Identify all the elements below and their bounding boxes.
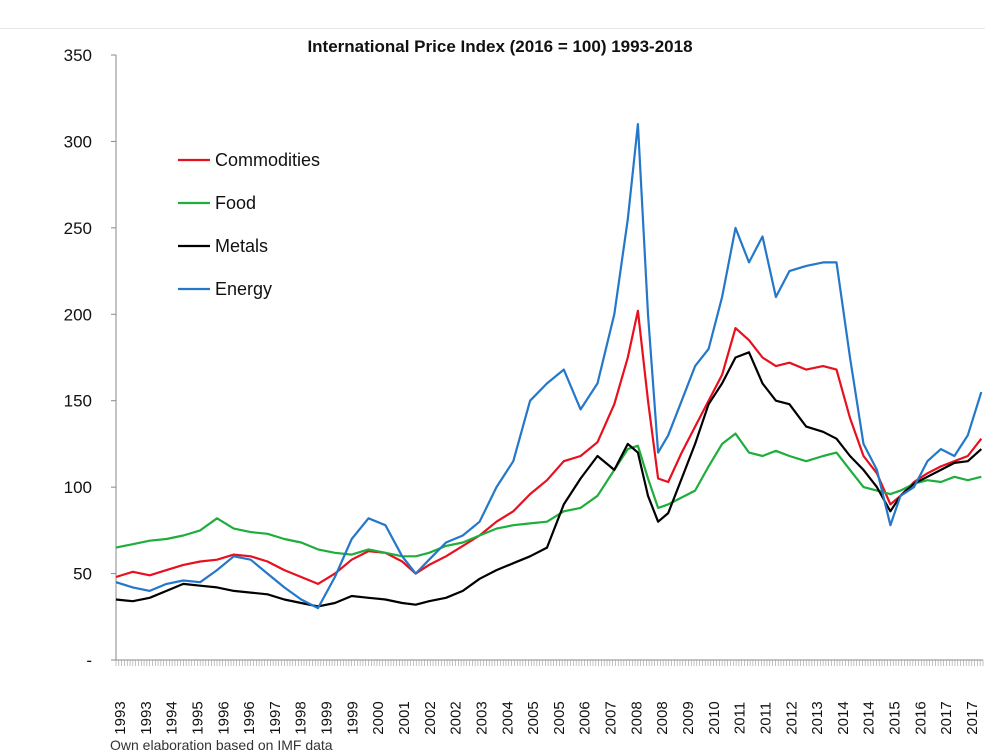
- x-axis: 1993 1993 1994 1995 1996 1996 1997 1998 1999 1999…: [112, 659, 984, 735]
- x-tick-label: 2013: [809, 701, 826, 734]
- legend: Commodities Food Metals Energy: [178, 150, 320, 299]
- x-tick-label: 1996: [241, 701, 258, 734]
- series-line-commodities: [115, 309, 983, 585]
- x-tick-label: 2000: [370, 701, 387, 734]
- x-tick-label: 2003: [473, 701, 490, 734]
- x-tick-label: 1994: [164, 701, 181, 734]
- legend-label-food: Food: [215, 193, 256, 213]
- y-tick-label: 300: [64, 132, 92, 151]
- legend-label-commodities: Commodities: [215, 150, 320, 170]
- x-tick-label: 1995: [189, 701, 206, 734]
- x-tick-label: 2001: [396, 701, 413, 734]
- top-divider: [0, 28, 985, 29]
- source-note: Own elaboration based on IMF data: [110, 737, 333, 753]
- series-line-food: [115, 432, 982, 558]
- x-tick-label: 2014: [861, 701, 878, 734]
- x-tick-label: 2017: [938, 701, 955, 734]
- x-tick-label: 2011: [757, 702, 774, 734]
- x-tick-label: 2008: [628, 701, 645, 734]
- series-line-metals: [115, 351, 983, 608]
- x-tick-label: 1993: [112, 701, 129, 734]
- y-tick-label: 150: [64, 392, 92, 411]
- chart-title: International Price Index (2016 = 100) 1…: [307, 37, 692, 56]
- x-tick-label: 1997: [267, 701, 284, 734]
- x-tick-label: 2002: [422, 701, 439, 734]
- x-tick-label: 2017: [964, 701, 981, 734]
- x-tick-label: 2006: [577, 701, 594, 734]
- x-tick-label: 2016: [912, 701, 929, 734]
- x-tick-label: 1998: [293, 701, 310, 734]
- x-tick-label: 1999: [319, 701, 336, 734]
- x-tick-label: 2011: [732, 702, 749, 734]
- x-tick-label: 2005: [551, 701, 568, 734]
- x-tick-label: 1996: [215, 701, 232, 734]
- x-tick-label: 2009: [680, 701, 697, 734]
- x-tick-label: 1993: [138, 701, 155, 734]
- x-tick-label: 2014: [835, 701, 852, 734]
- x-tick-label: 2002: [448, 701, 465, 734]
- legend-label-metals: Metals: [215, 236, 268, 256]
- series-layer: [115, 123, 983, 610]
- x-tick-label: 2005: [525, 701, 542, 734]
- legend-label-energy: Energy: [215, 279, 272, 299]
- x-tick-label: 2007: [603, 701, 620, 734]
- x-tick-label: 2012: [783, 701, 800, 734]
- series-line-energy: [115, 123, 983, 610]
- y-tick-label: -: [86, 651, 92, 670]
- y-axis: - 50 100 150 200 250 300 350: [64, 46, 117, 670]
- x-tick-label: 2010: [706, 701, 723, 734]
- y-tick-label: 350: [64, 46, 92, 65]
- y-tick-label: 200: [64, 305, 92, 324]
- x-tick-label: 1999: [344, 701, 361, 734]
- x-tick-label: 2004: [499, 701, 516, 734]
- x-tick-label: 2008: [654, 701, 671, 734]
- y-tick-label: 50: [73, 565, 92, 584]
- y-tick-label: 250: [64, 219, 92, 238]
- x-tick-label: 2015: [887, 701, 904, 734]
- y-tick-label: 100: [64, 478, 92, 497]
